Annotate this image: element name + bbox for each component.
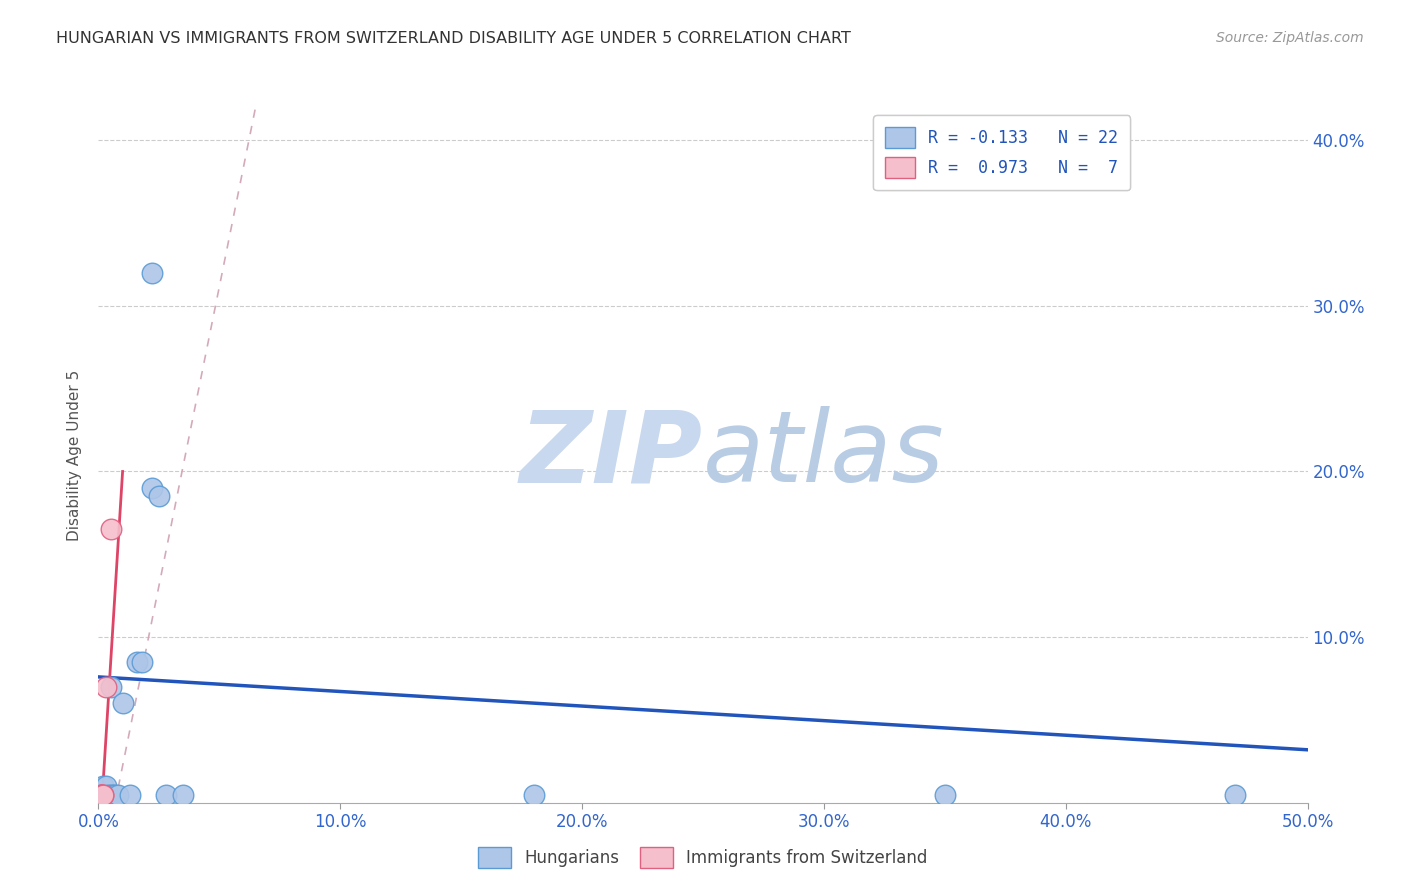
Point bbox=[94, 779, 117, 793]
Point bbox=[91, 788, 114, 802]
Point bbox=[90, 788, 112, 802]
Point bbox=[91, 788, 114, 802]
Text: HUNGARIAN VS IMMIGRANTS FROM SWITZERLAND DISABILITY AGE UNDER 5 CORRELATION CHAR: HUNGARIAN VS IMMIGRANTS FROM SWITZERLAND… bbox=[56, 31, 851, 46]
Point bbox=[111, 697, 134, 711]
Point bbox=[90, 788, 112, 802]
Point bbox=[101, 788, 124, 802]
Point bbox=[90, 788, 112, 802]
Point bbox=[523, 788, 546, 802]
Text: Source: ZipAtlas.com: Source: ZipAtlas.com bbox=[1216, 31, 1364, 45]
Point bbox=[131, 655, 153, 669]
Legend: Hungarians, Immigrants from Switzerland: Hungarians, Immigrants from Switzerland bbox=[471, 840, 935, 875]
Point bbox=[91, 788, 114, 802]
Point bbox=[97, 788, 120, 802]
Point bbox=[100, 680, 122, 694]
Point bbox=[107, 788, 129, 802]
Point bbox=[104, 788, 127, 802]
Legend: R = -0.133   N = 22, R =  0.973   N =  7: R = -0.133 N = 22, R = 0.973 N = 7 bbox=[873, 115, 1130, 190]
Point bbox=[934, 788, 956, 802]
Point bbox=[141, 266, 163, 280]
Point bbox=[127, 655, 149, 669]
Point bbox=[1223, 788, 1246, 802]
Point bbox=[94, 680, 117, 694]
Point bbox=[91, 779, 114, 793]
Text: atlas: atlas bbox=[703, 407, 945, 503]
Point bbox=[100, 788, 122, 802]
Point bbox=[100, 523, 122, 537]
Text: ZIP: ZIP bbox=[520, 407, 703, 503]
Point bbox=[94, 788, 117, 802]
Point bbox=[172, 788, 194, 802]
Point bbox=[118, 788, 141, 802]
Point bbox=[90, 788, 112, 802]
Point bbox=[148, 489, 170, 503]
Point bbox=[155, 788, 177, 802]
Point bbox=[141, 481, 163, 495]
Y-axis label: Disability Age Under 5: Disability Age Under 5 bbox=[67, 369, 83, 541]
